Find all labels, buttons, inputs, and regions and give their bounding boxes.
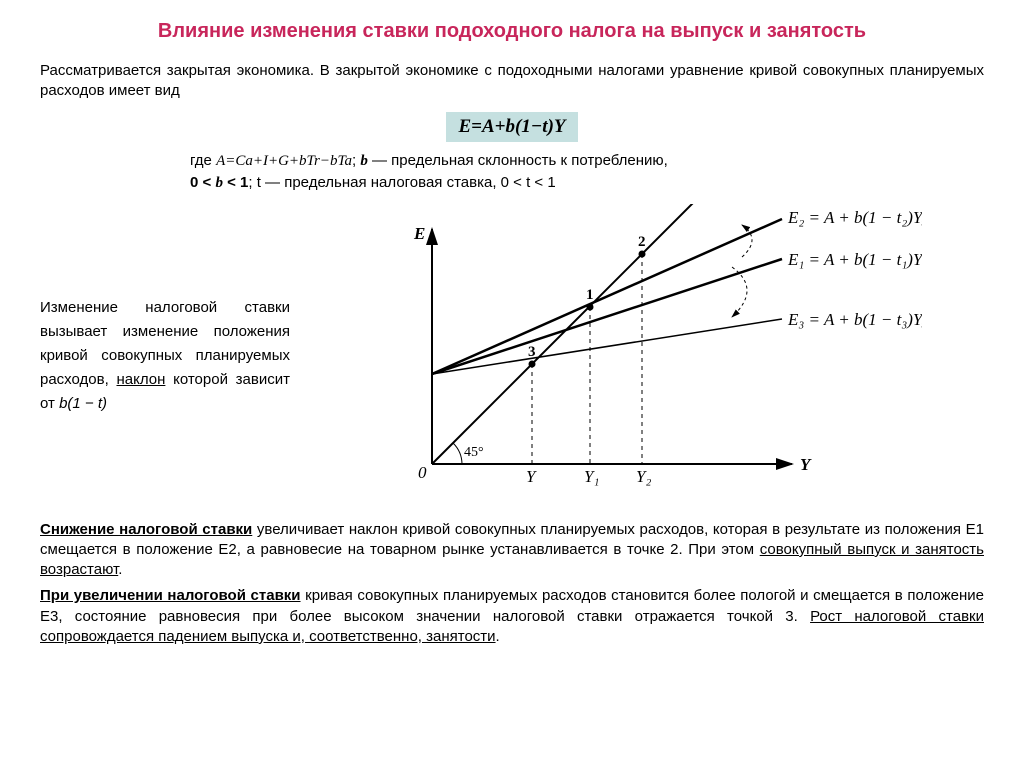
side-u: наклон (116, 371, 165, 388)
b1u: Снижение налоговой ставки (40, 521, 252, 538)
where-t: ; t — предельная налоговая ставка, 0 < t… (248, 174, 555, 191)
formula-row: E=A+b(1−t)Y (40, 112, 984, 142)
main-formula: E=A+b(1−t)Y (446, 112, 577, 142)
b2u: При увеличении налоговой ставки (40, 587, 301, 604)
svg-text:E₁ = A + b(1 − t₁)Y: E₁ = A + b(1 − t₁)Y (787, 250, 922, 269)
side-i: b(1 − t) (59, 395, 107, 412)
svg-text:1: 1 (586, 287, 594, 303)
b1e: . (118, 561, 122, 578)
svg-text:Y: Y (526, 467, 537, 486)
bottom-p1: Снижение налоговой ставки увеличивает на… (40, 520, 984, 581)
where-block: где A=Ca+I+G+bTr−bTa; b — предельная скл… (190, 150, 984, 194)
svg-text:E₃ = A + b(1 − t₃)Y, t₃ > t₁: E₃ = A + b(1 − t₃)Y, t₃ > t₁ (787, 310, 922, 329)
b2e: . (496, 628, 500, 645)
svg-text:3: 3 (528, 344, 536, 360)
where-a: A=Ca+I+G+bTr−bTa (216, 153, 352, 169)
svg-text:Y₁: Y₁ (584, 467, 599, 486)
side-text: Изменение налоговой ставки вызывает изме… (40, 296, 290, 416)
page-title: Влияние изменения ставки подоходного нал… (40, 20, 984, 43)
svg-text:E₂ = A + b(1 − t₂)Y, t₂ < t₁: E₂ = A + b(1 − t₂)Y, t₂ < t₁ (787, 208, 922, 227)
bottom-block: Снижение налоговой ставки увеличивает на… (40, 520, 984, 648)
svg-text:Y: Y (800, 455, 812, 474)
svg-text:45°: 45° (464, 445, 484, 460)
svg-text:2: 2 (638, 234, 646, 250)
svg-text:E: E (413, 224, 425, 243)
bottom-p2: При увеличении налоговой ставки кривая с… (40, 586, 984, 647)
where-b: — предельная склонность к потреблению, (368, 152, 668, 169)
chart: EY0E = Y45°E₂ = A + b(1 − t₂)Y, t₂ < t₁E… (300, 204, 984, 508)
svg-text:Y₂: Y₂ (636, 467, 651, 486)
svg-text:0: 0 (418, 463, 427, 482)
intro-text: Рассматривается закрытая экономика. В за… (40, 61, 984, 102)
